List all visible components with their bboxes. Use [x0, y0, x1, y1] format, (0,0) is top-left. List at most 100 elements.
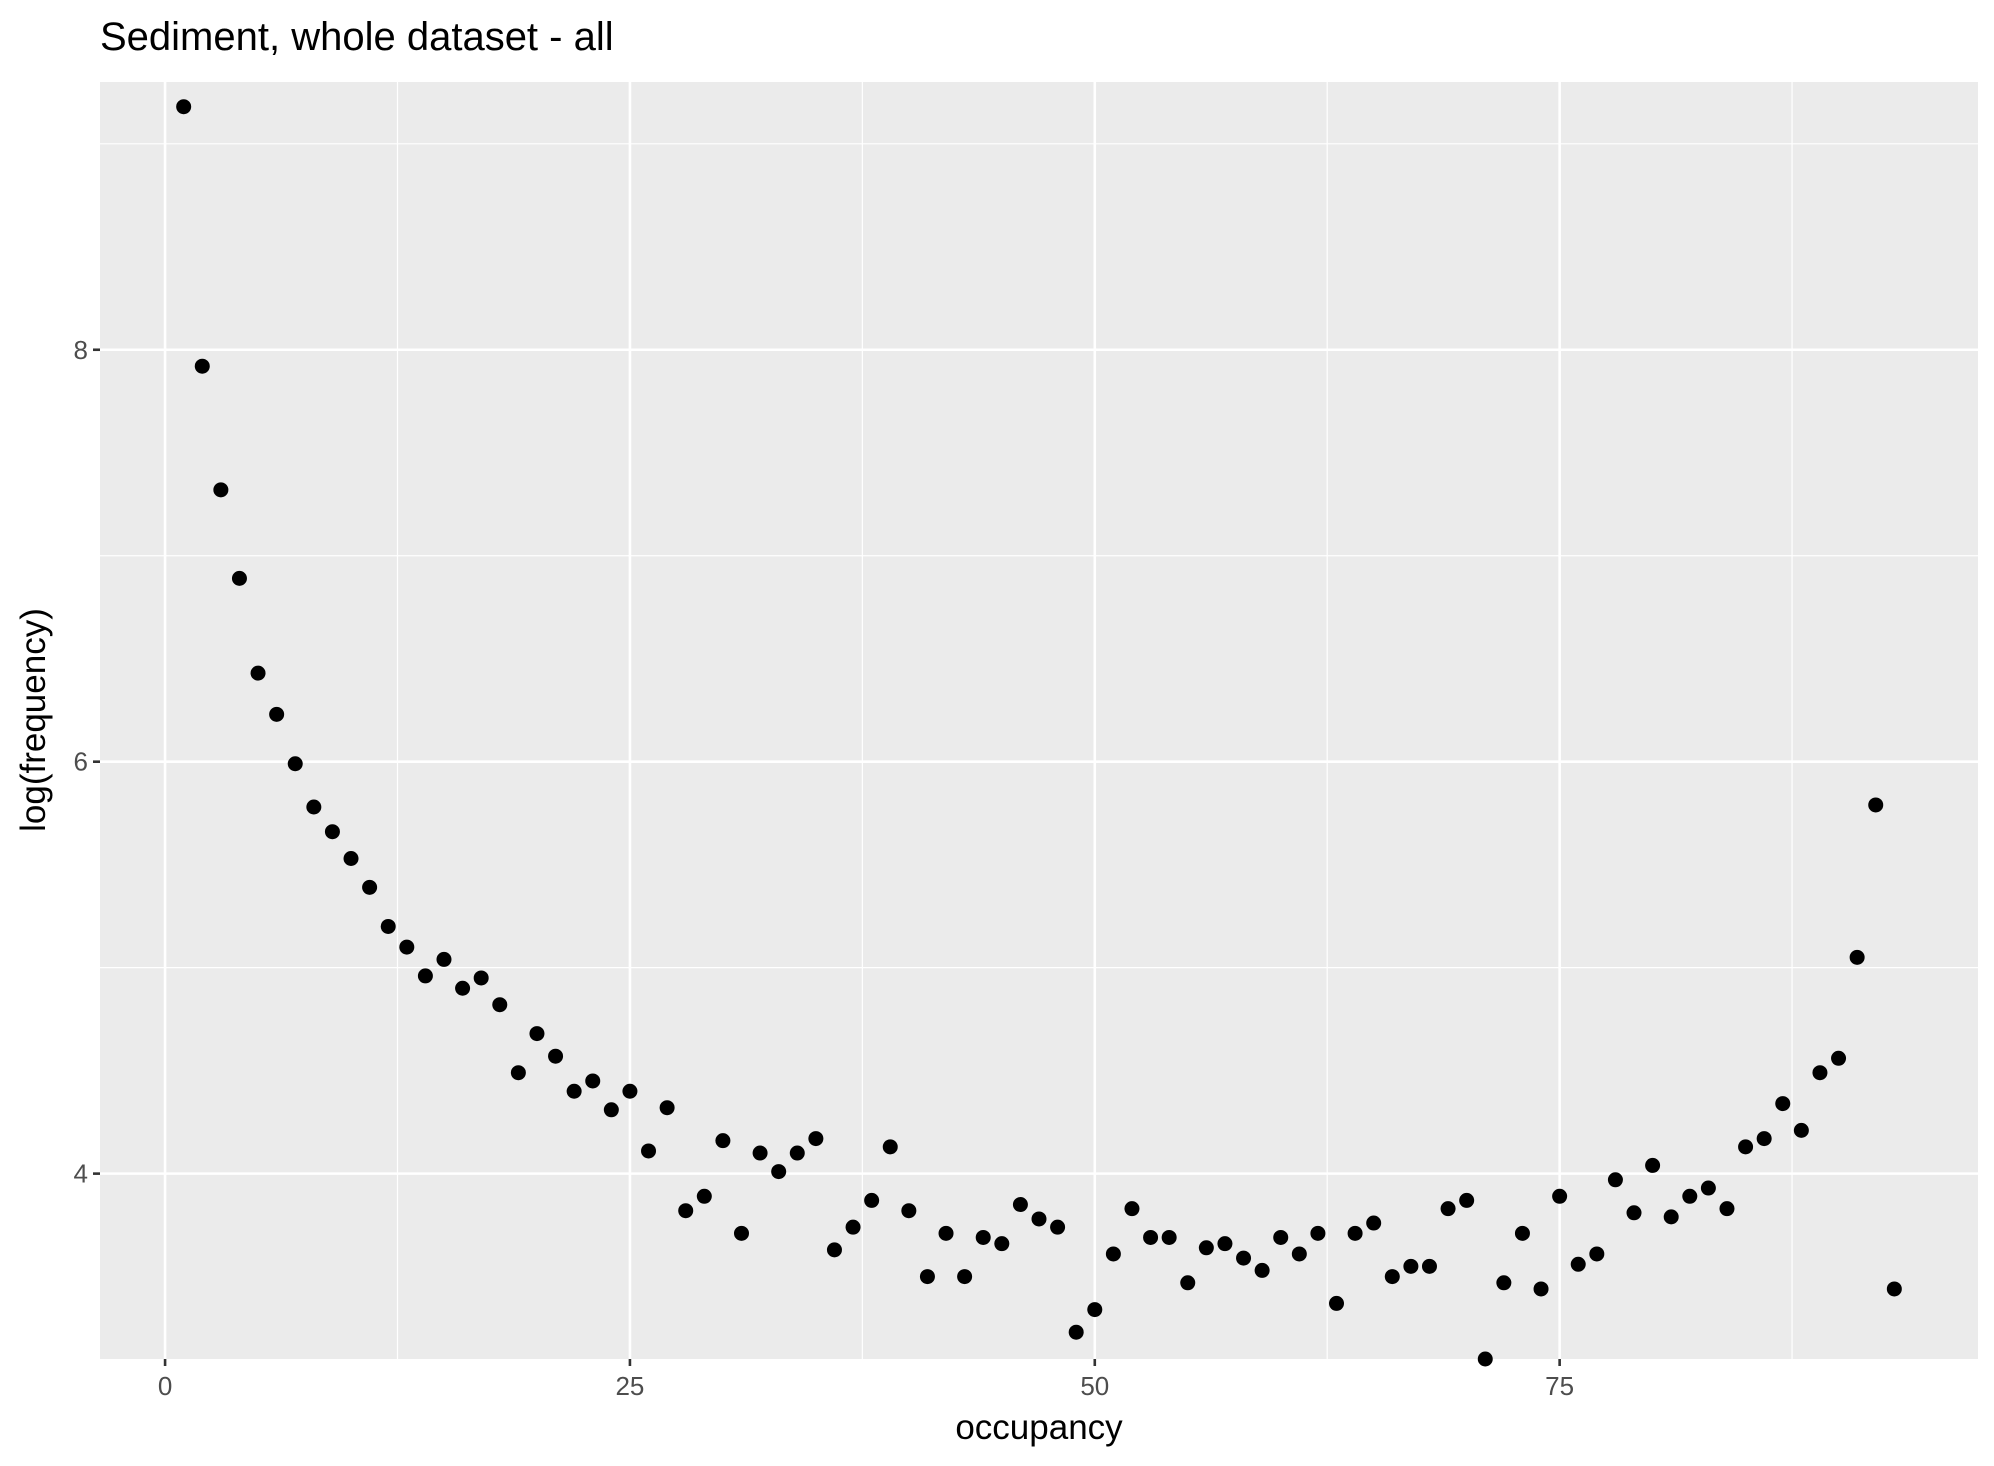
data-point [1719, 1201, 1735, 1217]
data-point [1533, 1281, 1549, 1297]
data-point [529, 1026, 545, 1042]
y-tick-label: 8 [74, 335, 88, 365]
data-point [176, 99, 192, 115]
data-point [733, 1225, 749, 1241]
data-point [1589, 1246, 1605, 1262]
data-point [1124, 1201, 1140, 1217]
data-point [864, 1192, 880, 1208]
data-point [1682, 1188, 1698, 1204]
data-point [1273, 1229, 1289, 1245]
data-points [176, 99, 1902, 1367]
data-point [1607, 1172, 1623, 1188]
data-point [1087, 1302, 1103, 1318]
data-point [882, 1139, 898, 1155]
data-point [1366, 1215, 1382, 1231]
data-point [1440, 1201, 1456, 1217]
data-point [1459, 1192, 1475, 1208]
data-point [492, 997, 508, 1013]
data-point [1570, 1256, 1586, 1272]
y-axis-title: log(frequency) [14, 608, 53, 832]
data-point [771, 1164, 787, 1180]
y-axis: 4 6 8 [74, 335, 100, 1189]
data-point [1421, 1258, 1437, 1274]
data-point [1143, 1229, 1159, 1245]
data-point [269, 706, 285, 722]
data-point [975, 1229, 991, 1245]
data-point [1812, 1065, 1828, 1081]
data-point [1886, 1281, 1902, 1297]
data-point [343, 850, 359, 866]
data-point [566, 1083, 582, 1099]
data-point [1161, 1229, 1177, 1245]
data-point [362, 879, 378, 895]
grid-major [100, 82, 1978, 1359]
data-point [1291, 1246, 1307, 1262]
data-point [1050, 1219, 1066, 1235]
data-point [1477, 1351, 1493, 1367]
data-point [678, 1203, 694, 1219]
data-point [1310, 1225, 1326, 1241]
data-point [1347, 1225, 1363, 1241]
data-point [231, 570, 247, 586]
data-point [659, 1100, 675, 1116]
data-point [324, 824, 340, 840]
data-point [1738, 1139, 1754, 1155]
data-point [1831, 1050, 1847, 1066]
data-point [1775, 1096, 1791, 1112]
x-tick-label: 25 [615, 1371, 644, 1401]
data-point [1180, 1275, 1196, 1291]
data-point [901, 1203, 917, 1219]
data-point [957, 1269, 973, 1285]
grid-minor [100, 82, 1978, 1359]
data-point [473, 970, 489, 986]
data-point [696, 1188, 712, 1204]
data-point [789, 1145, 805, 1161]
data-point [510, 1065, 526, 1081]
data-point [1700, 1180, 1716, 1196]
data-point [1514, 1225, 1530, 1241]
data-point [1626, 1205, 1642, 1221]
data-point [1552, 1188, 1568, 1204]
data-point [585, 1073, 601, 1089]
data-point [1329, 1295, 1345, 1311]
y-tick-label: 4 [74, 1159, 88, 1189]
data-point [1496, 1275, 1512, 1291]
data-point [306, 799, 322, 815]
data-point [399, 939, 415, 955]
data-point [1384, 1269, 1400, 1285]
data-point [287, 756, 303, 772]
data-point [436, 951, 452, 967]
data-point [548, 1048, 564, 1064]
data-point [1645, 1157, 1661, 1173]
data-point [752, 1145, 768, 1161]
data-point [417, 968, 433, 984]
data-point [845, 1219, 861, 1235]
data-point [1254, 1262, 1270, 1278]
data-point [1849, 949, 1865, 965]
y-tick-label: 6 [74, 747, 88, 777]
x-axis: 0 25 50 75 [158, 1359, 1574, 1401]
data-point [641, 1143, 657, 1159]
data-point [1031, 1211, 1047, 1227]
data-point [808, 1131, 824, 1147]
data-point [1663, 1209, 1679, 1225]
data-point [213, 482, 229, 498]
data-point [994, 1236, 1010, 1252]
data-point [1403, 1258, 1419, 1274]
data-point [455, 980, 471, 996]
data-point [1012, 1197, 1028, 1213]
data-point [1868, 797, 1884, 813]
data-point [1756, 1131, 1772, 1147]
data-point [603, 1102, 619, 1118]
data-point [919, 1269, 935, 1285]
x-tick-label: 75 [1545, 1371, 1574, 1401]
data-point [1105, 1246, 1121, 1262]
data-point [1217, 1236, 1233, 1252]
data-point [194, 358, 210, 374]
x-tick-label: 50 [1080, 1371, 1109, 1401]
data-point [1236, 1250, 1252, 1266]
data-point [715, 1133, 731, 1149]
data-point [826, 1242, 842, 1258]
plot-panel [100, 82, 1978, 1359]
